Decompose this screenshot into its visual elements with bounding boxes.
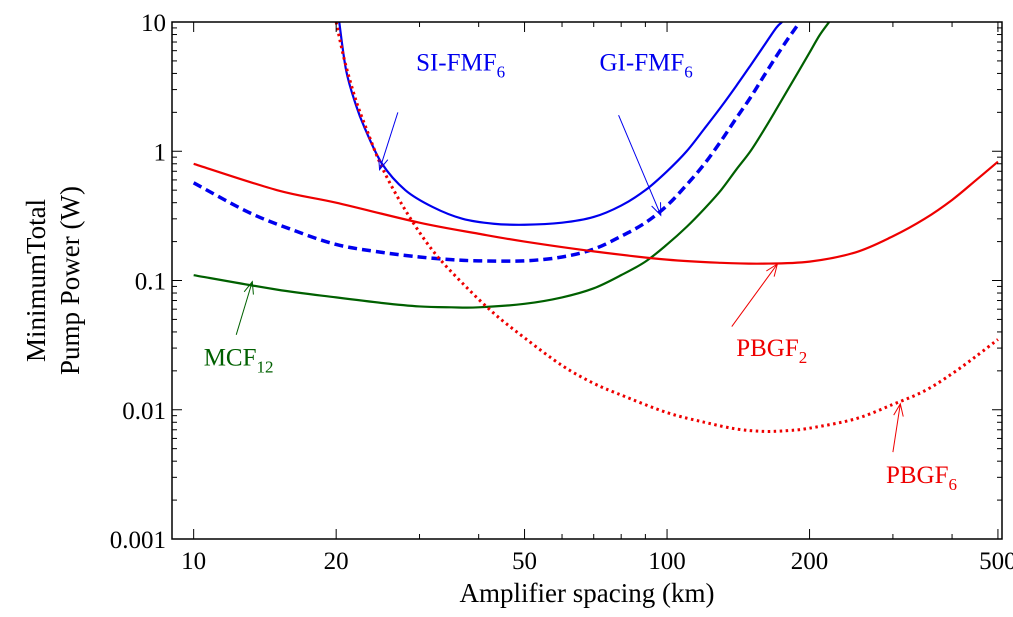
- annotation-si-fmf6: SI-FMF6: [378, 50, 505, 171]
- x-tick-label: 10: [181, 548, 206, 575]
- annotations: SI-FMF6 GI-FMF6 MCF12 PBGF2 PBGF6: [204, 50, 957, 495]
- ticks-layer: [172, 21, 1002, 540]
- y-tick-label: 1: [154, 139, 167, 166]
- x-tick-label: 100: [648, 548, 686, 575]
- annotation-mcf12: MCF12: [204, 280, 274, 376]
- series-line-pbgf2: [193, 160, 999, 265]
- x-axis-title: Amplifier spacing (km): [460, 578, 715, 608]
- arrow-head: [378, 156, 389, 171]
- series-label: MCF12: [204, 344, 274, 376]
- series-line-si-fmf6: [338, 22, 783, 226]
- series-line-mcf12: [193, 22, 831, 309]
- x-tick-label: 200: [791, 548, 829, 575]
- series-label: PBGF6: [886, 462, 957, 494]
- series-label: GI-FMF6: [600, 50, 693, 82]
- annotation-arrow: [892, 403, 901, 453]
- series-label: SI-FMF6: [416, 50, 505, 82]
- annotation-gi-fmf6: GI-FMF6: [600, 50, 693, 217]
- series-label: PBGF2: [736, 335, 807, 367]
- arrow-head: [893, 402, 904, 417]
- y-tick-label: 0.001: [110, 527, 166, 554]
- annotation-pbgf6: PBGF6: [886, 402, 957, 494]
- arrow-head: [243, 280, 254, 295]
- annotation-arrow: [731, 263, 778, 327]
- arrow-head: [766, 262, 779, 277]
- series-line-pbgf6: [334, 22, 999, 433]
- series-line-gi-fmf6: [192, 22, 801, 263]
- x-tick-label: 500: [979, 548, 1013, 575]
- y-tick-label: 10: [141, 10, 166, 37]
- plot-frame: [171, 21, 1003, 540]
- series-layer: [192, 22, 999, 433]
- annotation-arrow: [235, 281, 253, 335]
- y-axis-title: MinimumTotal Pump Power (W): [21, 186, 85, 375]
- y-axis-title-line-1: MinimumTotal: [21, 199, 51, 362]
- annotation-arrow: [379, 112, 399, 170]
- annotation-pbgf2: PBGF2: [731, 262, 807, 367]
- y-tick-label: 0.1: [135, 269, 166, 296]
- y-tick-label: 0.01: [122, 398, 166, 425]
- annotation-arrow: [618, 115, 662, 216]
- arrow-head: [651, 202, 662, 217]
- y-axis-title-line-2: Pump Power (W): [55, 186, 85, 375]
- x-tick-label: 20: [324, 548, 349, 575]
- x-tick-label: 50: [512, 548, 537, 575]
- tick-labels: 10 20 50 100 200 500 0.001 0.01 0.1 1 10: [110, 10, 1013, 575]
